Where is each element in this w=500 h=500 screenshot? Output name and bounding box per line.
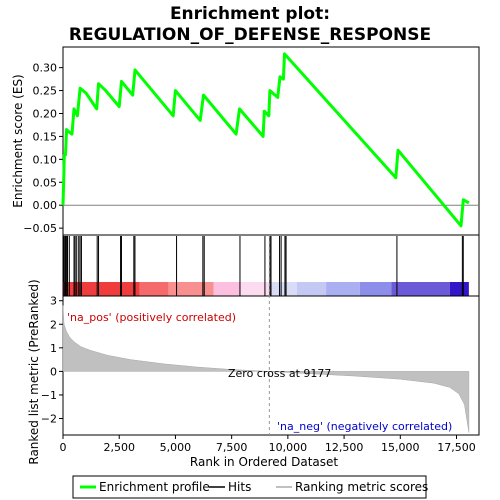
- metric-y-tick-label: 0: [50, 365, 57, 378]
- es-y-tick-label: −0.05: [23, 222, 57, 235]
- heatmap-band: [269, 282, 297, 296]
- na-pos-label: 'na_pos' (positively correlated): [67, 311, 236, 324]
- legend-box: [72, 475, 427, 499]
- legend-metric-label: Ranking metric scores: [295, 480, 428, 494]
- ranking-metric-area: [62, 305, 470, 433]
- chart-title-line2: REGULATION_OF_DEFENSE_RESPONSE: [69, 25, 431, 45]
- x-tick-label: 17,500: [437, 441, 476, 454]
- heatmap-band: [213, 282, 241, 296]
- heatmap-band: [240, 282, 270, 296]
- metric-y-tick-label: 3: [50, 295, 57, 308]
- legend-hits-label: Hits: [228, 480, 251, 494]
- legend-enrichment-label: Enrichment profile: [99, 480, 210, 494]
- heatmap-band: [296, 282, 327, 296]
- hits-panel: [62, 234, 480, 297]
- x-tick-label: 7,500: [216, 441, 248, 454]
- metric-y-tick-label: 2: [50, 318, 57, 331]
- metric-panel: 3 2 1 0 −1 −2 'na_pos' (positively correlated…: [27, 235, 480, 465]
- x-tick-label: 12,500: [325, 441, 364, 454]
- es-y-axis-label: Enrichment score (ES): [11, 74, 25, 207]
- x-tick-label: 5,000: [160, 441, 192, 454]
- heatmap-band: [139, 282, 169, 296]
- es-y-tick-label: 0.30: [33, 62, 58, 75]
- legend: Enrichment profile Hits Ranking metric s…: [72, 475, 428, 499]
- es-y-tick-label: 0.05: [33, 176, 58, 189]
- es-plot-area: [62, 46, 480, 236]
- na-neg-label: 'na_neg' (negatively correlated): [277, 420, 452, 433]
- chart-title-line1: Enrichment plot:: [170, 4, 330, 24]
- enrichment-profile-line: [61, 52, 470, 228]
- x-tick-label: 15,000: [381, 441, 420, 454]
- metric-y-tick-label: −2: [41, 413, 57, 426]
- metric-y-tick-label: 1: [50, 342, 57, 355]
- es-y-tick-label: 0.15: [33, 130, 58, 143]
- heatmap-band: [359, 282, 392, 296]
- heatmap-band: [326, 282, 360, 296]
- heatmap-band: [168, 282, 214, 296]
- es-panel: −0.05 0.00 0.05 0.10 0.15 0.20 0.25 0.30 Enrich…: [11, 46, 480, 236]
- metric-y-tick-label: −1: [41, 389, 57, 402]
- heatmap-band: [449, 282, 469, 296]
- zero-cross-label: Zero cross at 9177: [228, 367, 331, 380]
- es-y-tick-label: 0.25: [33, 85, 58, 98]
- es-y-tick-label: 0.00: [33, 199, 58, 212]
- es-y-tick-label: 0.10: [33, 153, 58, 166]
- heatmap-band: [391, 282, 450, 296]
- x-axis-label: Rank in Ordered Dataset: [190, 455, 338, 469]
- x-tick-label: 2,500: [103, 441, 135, 454]
- es-y-tick-label: 0.20: [33, 107, 58, 120]
- metric-y-axis-label: Ranked list metric (PreRanked): [27, 279, 41, 464]
- x-tick-label: 10,000: [269, 441, 308, 454]
- x-tick-label: 0: [60, 441, 67, 454]
